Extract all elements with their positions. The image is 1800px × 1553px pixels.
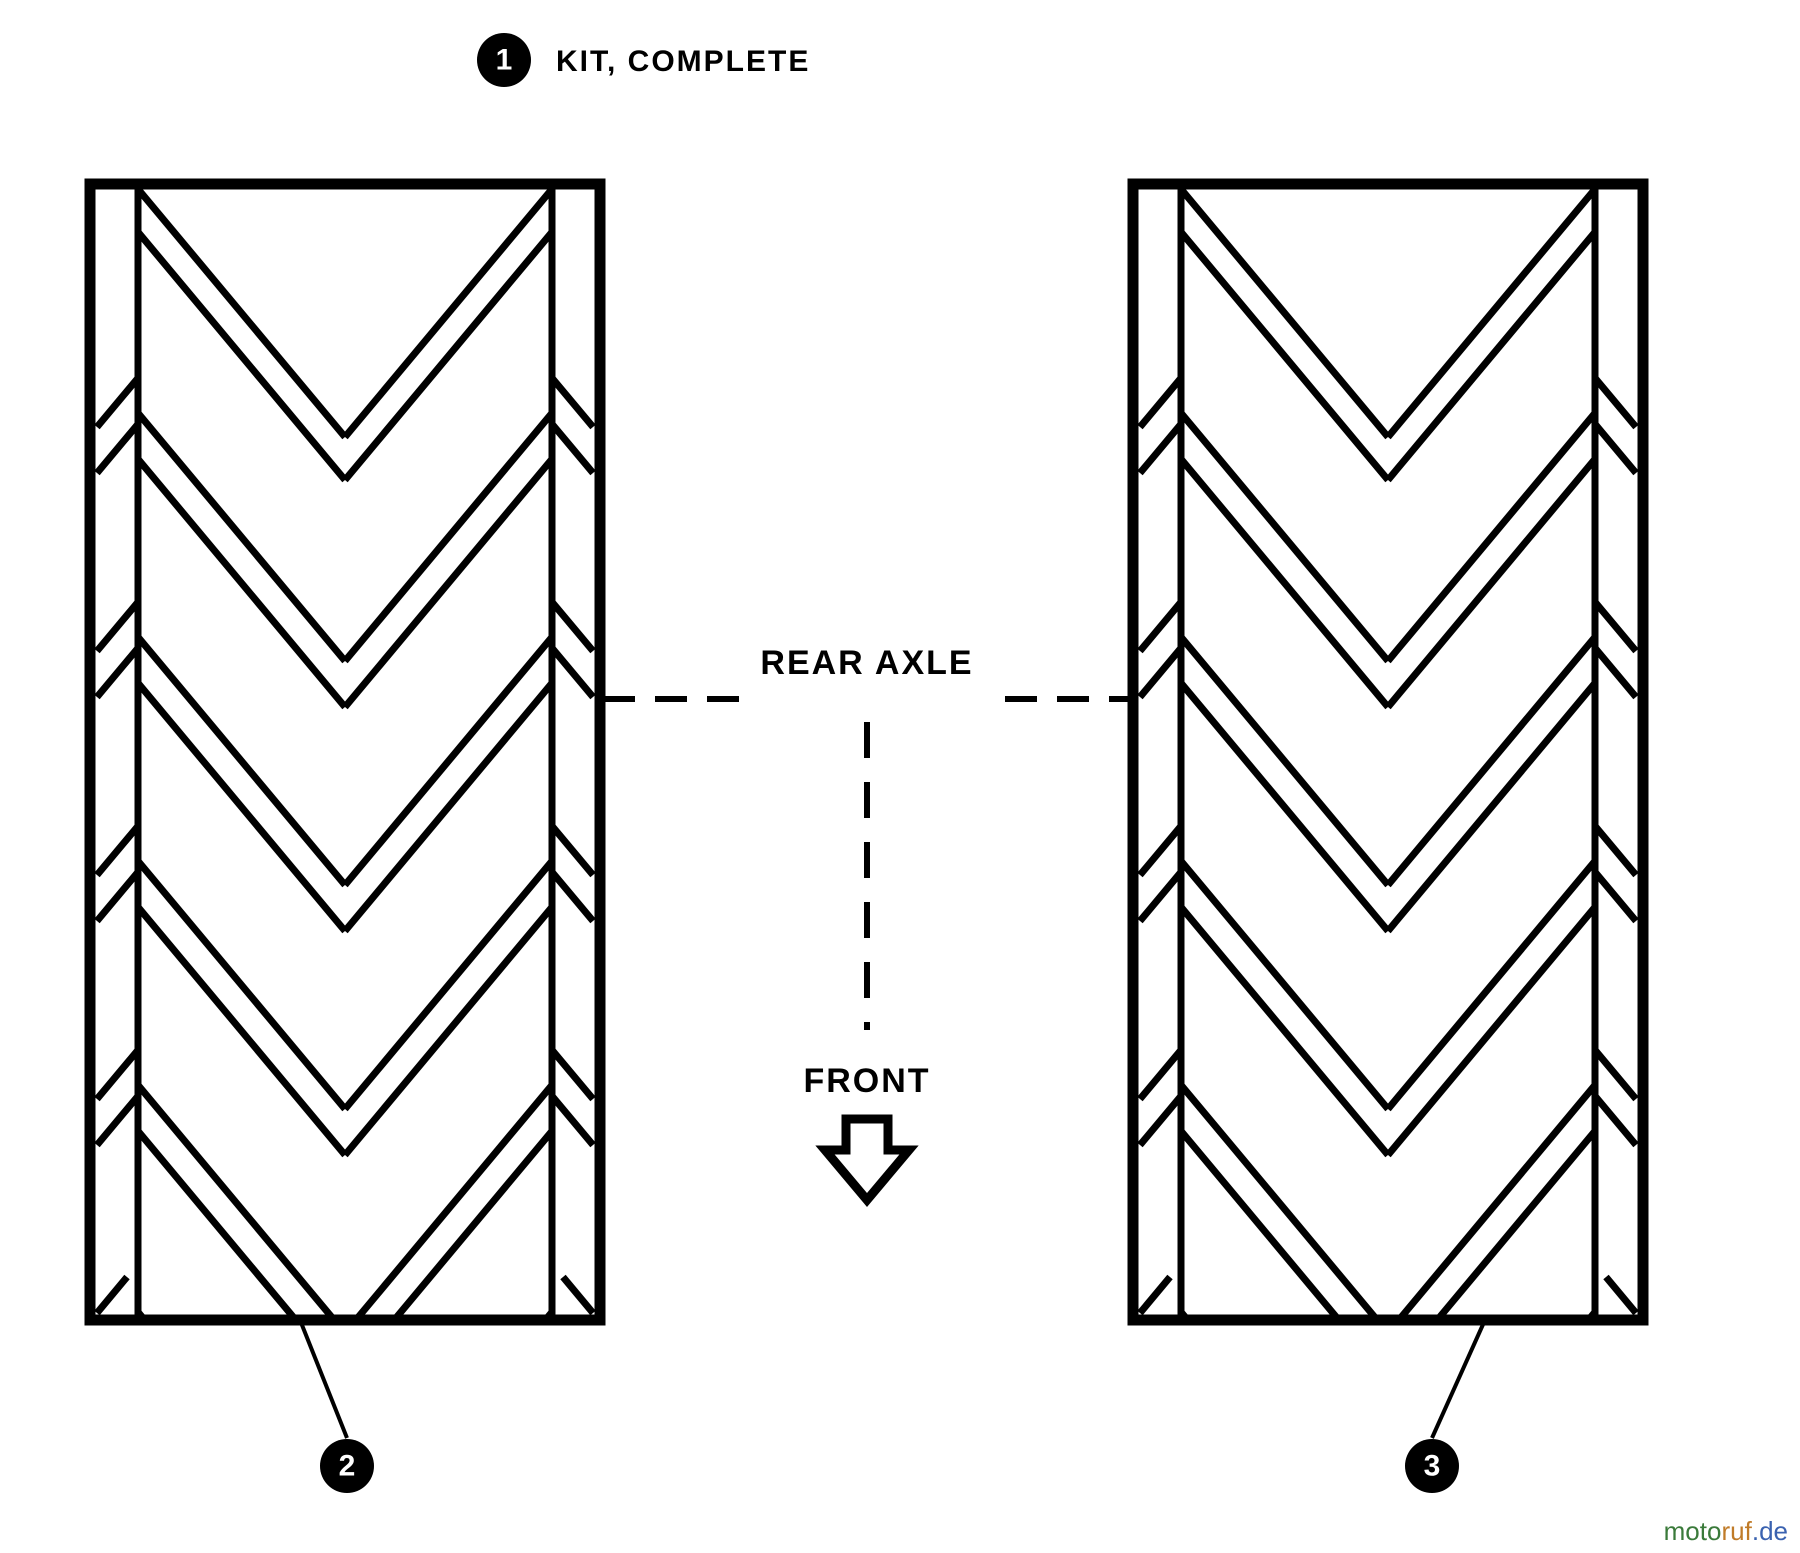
callout-2-number: 2 — [339, 1450, 356, 1483]
tire-left — [90, 184, 600, 1553]
front-arrow-icon — [825, 1119, 909, 1200]
callout-3-number: 3 — [1424, 1450, 1441, 1483]
rear-axle-label: REAR AXLE — [760, 644, 973, 682]
diagram-svg: 1 KIT, COMPLETE REAR AXLE FRONT 2 — [0, 0, 1800, 1553]
watermark: motoruf.de — [1664, 1516, 1788, 1546]
callout-3-leader — [1432, 1320, 1485, 1438]
front-label: FRONT — [803, 1062, 930, 1100]
diagram-page: 1 KIT, COMPLETE REAR AXLE FRONT 2 — [0, 0, 1800, 1553]
callout-2-leader — [300, 1320, 347, 1438]
kit-complete-label: KIT, COMPLETE — [556, 45, 810, 78]
tire-right — [1133, 184, 1643, 1553]
callout-1-number: 1 — [496, 44, 513, 77]
